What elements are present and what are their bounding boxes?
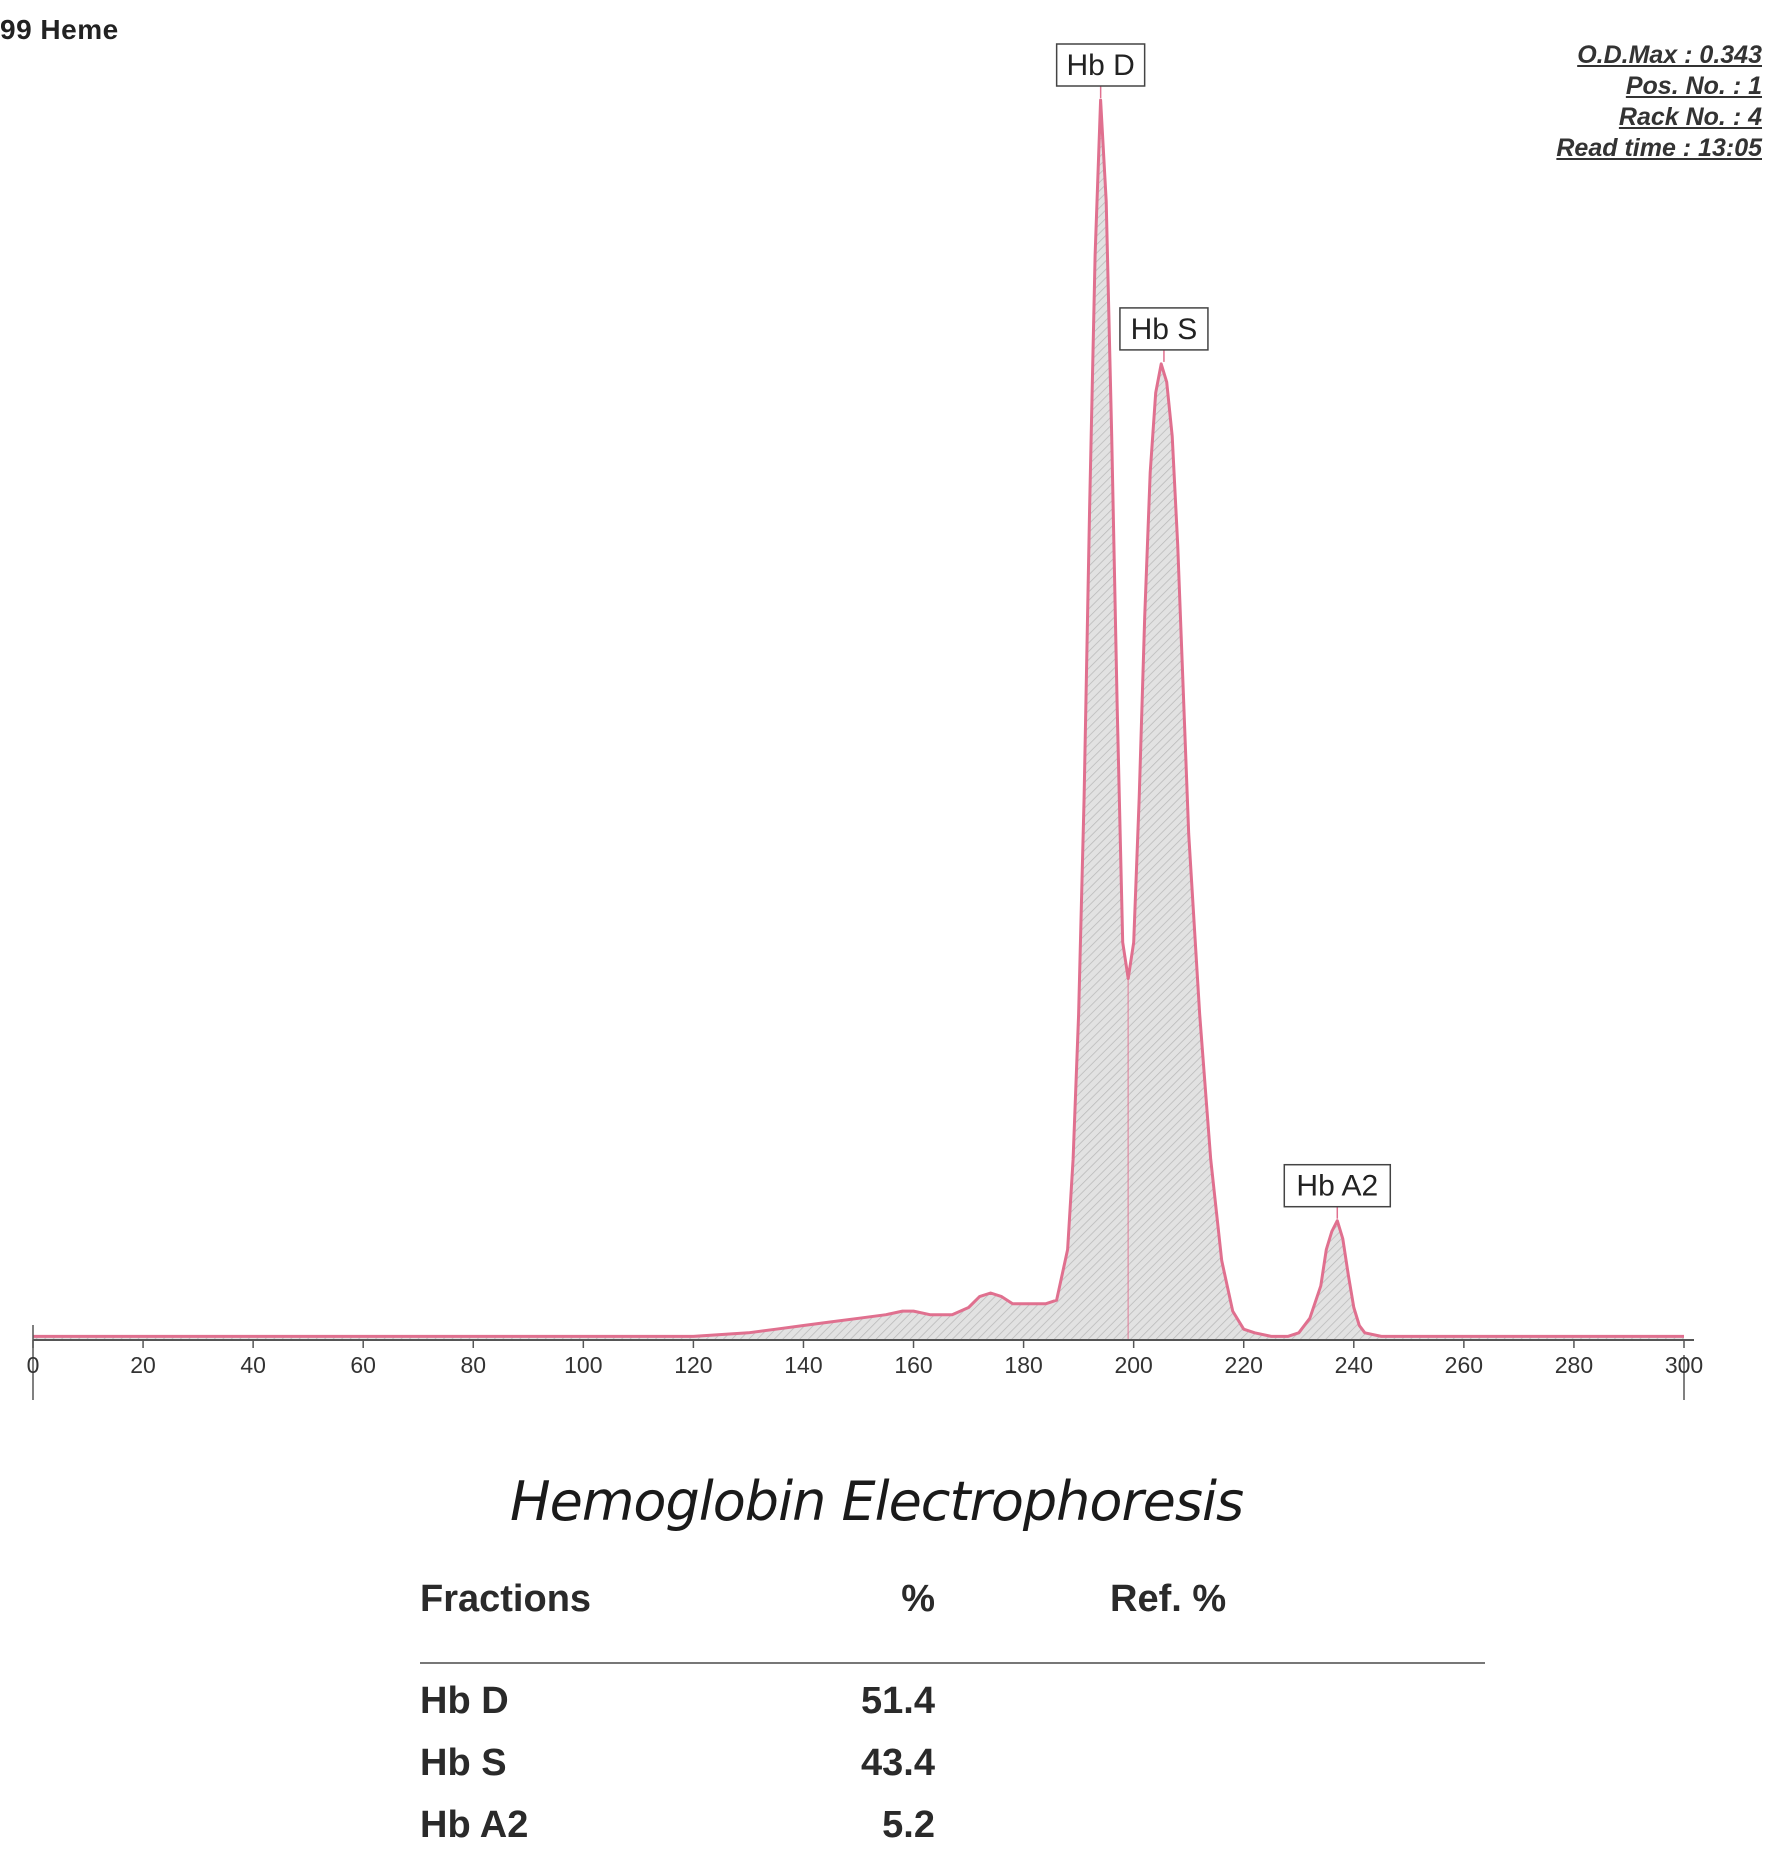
header-fractions: Fractions bbox=[420, 1578, 592, 1620]
rack-number-label: Rack No. : 4 bbox=[1618, 103, 1762, 131]
x-tick-label: 220 bbox=[1225, 1352, 1263, 1378]
electrophoresis-curve bbox=[33, 98, 1684, 1338]
x-tick-label: 80 bbox=[460, 1352, 486, 1378]
table-divider bbox=[420, 1662, 1485, 1664]
scan-metadata: O.D.Max : 0.343 Pos. No. : 1 Rack No. : … bbox=[1556, 40, 1762, 164]
x-tick-label: 60 bbox=[350, 1352, 376, 1378]
x-tick-label: 200 bbox=[1114, 1352, 1152, 1378]
peak-label: Hb A2 bbox=[1296, 1170, 1378, 1203]
electrophoresis-chart: 0 20 40 60 80 100 120 140 160 180 200 220 240 260 280 3… bbox=[27, 43, 1703, 1400]
peak-label-box bbox=[1119, 307, 1209, 351]
x-tick-label: 140 bbox=[784, 1352, 822, 1378]
x-tick-label: 120 bbox=[674, 1352, 712, 1378]
peak-label-box bbox=[1055, 43, 1146, 87]
peak-label-box bbox=[1283, 1163, 1392, 1208]
table-row: Hb S 43.4 bbox=[420, 1742, 1485, 1804]
table-row: Hb D 51.4 bbox=[420, 1680, 1485, 1742]
fraction-name: Hb A2 bbox=[420, 1804, 529, 1846]
x-tick-label: 100 bbox=[564, 1352, 602, 1378]
header-percent: % bbox=[901, 1578, 935, 1620]
report-title: Hemoglobin Electrophoresis bbox=[510, 1470, 1244, 1533]
peak-label: Hb S bbox=[1131, 313, 1198, 346]
x-tick-label: 40 bbox=[240, 1352, 266, 1378]
read-time-label: Read time : 13:05 bbox=[1556, 134, 1762, 162]
od-max-label: O.D.Max : 0.343 bbox=[1577, 41, 1762, 69]
header-sample-label: 99 Heme bbox=[0, 14, 119, 45]
fraction-percent: 43.4 bbox=[861, 1742, 935, 1784]
x-tick-label: 280 bbox=[1555, 1352, 1593, 1378]
fraction-percent: 5.2 bbox=[882, 1804, 935, 1846]
fraction-name: Hb D bbox=[420, 1680, 509, 1722]
fractions-table: Fractions % Ref. % Hb D 51.4 Hb S 43.4 H… bbox=[420, 1570, 1485, 1866]
x-tick-label: 260 bbox=[1445, 1352, 1483, 1378]
table-row: Hb A2 5.2 bbox=[420, 1804, 1485, 1866]
peak-label: Hb D bbox=[1066, 49, 1134, 82]
x-tick-label: 240 bbox=[1335, 1352, 1373, 1378]
x-tick-label: 20 bbox=[130, 1352, 156, 1378]
fraction-percent: 51.4 bbox=[861, 1680, 935, 1722]
x-tick-label: 180 bbox=[1004, 1352, 1042, 1378]
x-tick-label: 160 bbox=[894, 1352, 932, 1378]
peak-area-fill bbox=[33, 100, 1684, 1340]
x-tick-label: 0 bbox=[27, 1352, 40, 1378]
header-ref-percent: Ref. % bbox=[1110, 1578, 1227, 1620]
position-number-label: Pos. No. : 1 bbox=[1625, 72, 1762, 100]
table-header-row: Fractions % Ref. % bbox=[420, 1570, 1485, 1650]
x-tick-label: 300 bbox=[1665, 1352, 1703, 1378]
fraction-name: Hb S bbox=[420, 1742, 507, 1784]
